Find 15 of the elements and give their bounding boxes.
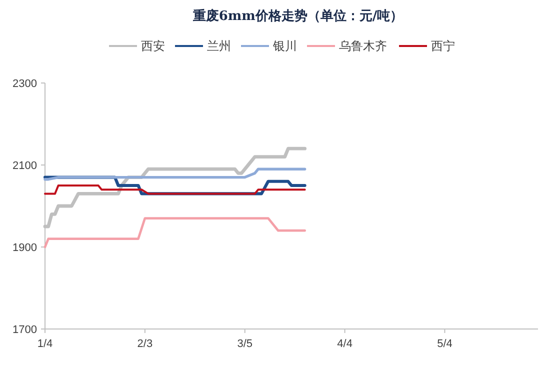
- legend-label: 银川: [272, 39, 297, 53]
- y-tick-label: 2300: [12, 78, 37, 90]
- y-tick-label: 1900: [12, 242, 37, 254]
- y-tick-label: 1700: [12, 324, 37, 336]
- title: 重废6mm价格走势（单位：元/吨）: [192, 9, 404, 24]
- x-tick-label: 4/4: [337, 338, 352, 350]
- x-tick-label: 1/4: [37, 338, 53, 350]
- legend-label: 西安: [141, 39, 165, 53]
- x-tick-label: 3/5: [237, 338, 253, 350]
- legend-label: 兰州: [207, 39, 231, 53]
- legend-label: 西宁: [431, 39, 455, 53]
- legend-label: 乌鲁木齐: [339, 39, 387, 53]
- y-tick-label: 2100: [12, 160, 37, 172]
- x-tick-label: 5/4: [437, 338, 452, 350]
- x-tick-label: 2/3: [137, 338, 153, 350]
